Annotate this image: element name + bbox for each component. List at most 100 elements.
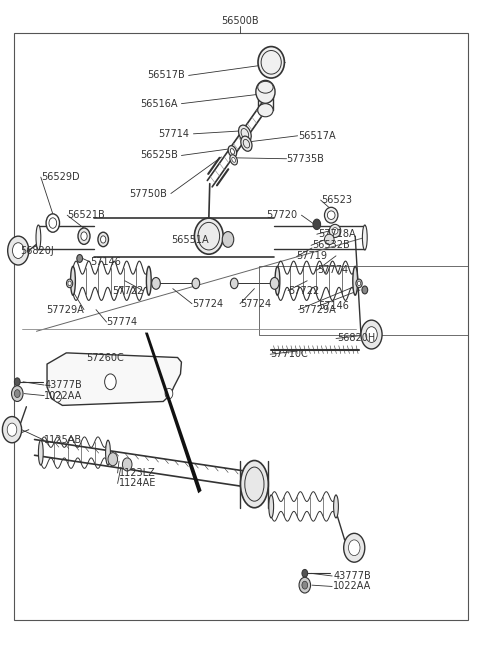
- Circle shape: [14, 390, 20, 398]
- Bar: [259, 266, 468, 335]
- Circle shape: [7, 423, 17, 436]
- Ellipse shape: [324, 207, 338, 223]
- Circle shape: [122, 458, 132, 471]
- Text: 57774: 57774: [317, 265, 348, 276]
- Ellipse shape: [245, 467, 264, 501]
- Text: 57729A: 57729A: [46, 304, 84, 315]
- Ellipse shape: [327, 211, 335, 219]
- Ellipse shape: [258, 81, 273, 93]
- Text: 56525B: 56525B: [140, 150, 178, 161]
- Ellipse shape: [81, 232, 87, 240]
- Ellipse shape: [275, 266, 280, 295]
- Circle shape: [2, 417, 22, 443]
- Ellipse shape: [49, 218, 57, 228]
- Text: 57720: 57720: [266, 210, 298, 220]
- Ellipse shape: [332, 228, 338, 234]
- Ellipse shape: [334, 495, 338, 518]
- Circle shape: [14, 378, 20, 386]
- Text: 57710C: 57710C: [270, 349, 308, 359]
- Text: 1123LZ: 1123LZ: [119, 468, 156, 478]
- Text: 56551A: 56551A: [171, 235, 209, 245]
- Ellipse shape: [269, 495, 274, 518]
- Text: 57146: 57146: [318, 301, 349, 312]
- Circle shape: [12, 386, 23, 401]
- Ellipse shape: [230, 278, 238, 289]
- Ellipse shape: [353, 266, 358, 295]
- Ellipse shape: [78, 228, 90, 244]
- Text: 56532B: 56532B: [312, 240, 350, 251]
- Text: 1124AE: 1124AE: [119, 478, 156, 489]
- Text: 56820H: 56820H: [337, 333, 375, 344]
- Text: 57735B: 57735B: [287, 154, 324, 164]
- Ellipse shape: [357, 281, 361, 286]
- Circle shape: [54, 392, 61, 402]
- Ellipse shape: [230, 149, 235, 154]
- Circle shape: [302, 581, 308, 589]
- Polygon shape: [47, 353, 181, 405]
- Text: 57260C: 57260C: [86, 353, 124, 363]
- Circle shape: [348, 540, 360, 556]
- Circle shape: [361, 320, 382, 349]
- Circle shape: [8, 236, 29, 265]
- Text: 43777B: 43777B: [44, 380, 82, 390]
- Text: 57722: 57722: [112, 285, 143, 296]
- Circle shape: [366, 327, 377, 342]
- Circle shape: [222, 232, 234, 247]
- Ellipse shape: [77, 255, 83, 262]
- Ellipse shape: [324, 234, 334, 245]
- Ellipse shape: [146, 266, 151, 295]
- Text: 56500B: 56500B: [221, 16, 259, 26]
- Ellipse shape: [261, 51, 281, 74]
- Ellipse shape: [68, 281, 71, 286]
- Text: 57146: 57146: [90, 256, 120, 267]
- Circle shape: [344, 533, 365, 562]
- Text: 56517A: 56517A: [299, 131, 336, 141]
- Ellipse shape: [46, 214, 60, 232]
- Ellipse shape: [241, 129, 249, 139]
- Circle shape: [302, 569, 308, 577]
- Ellipse shape: [101, 236, 106, 243]
- Ellipse shape: [329, 224, 341, 237]
- Polygon shape: [145, 333, 202, 493]
- Ellipse shape: [71, 266, 75, 295]
- Text: 57724: 57724: [240, 298, 271, 309]
- Ellipse shape: [66, 279, 73, 288]
- Ellipse shape: [152, 277, 160, 289]
- Circle shape: [105, 374, 116, 390]
- Text: 1125AB: 1125AB: [44, 435, 82, 445]
- Text: 56516A: 56516A: [140, 98, 178, 109]
- Ellipse shape: [230, 155, 238, 165]
- Circle shape: [12, 243, 24, 258]
- Text: 57724: 57724: [192, 298, 223, 309]
- Ellipse shape: [198, 222, 220, 250]
- Text: 56517B: 56517B: [147, 70, 185, 81]
- Ellipse shape: [239, 125, 251, 142]
- Ellipse shape: [241, 136, 252, 152]
- Ellipse shape: [228, 146, 237, 157]
- Bar: [14, 33, 468, 620]
- Ellipse shape: [270, 277, 279, 289]
- Text: 43777B: 43777B: [333, 571, 371, 581]
- Text: 57774: 57774: [107, 317, 138, 327]
- Text: 1022AA: 1022AA: [333, 581, 372, 592]
- Text: 1022AA: 1022AA: [44, 390, 83, 401]
- Ellipse shape: [243, 140, 250, 148]
- Ellipse shape: [258, 104, 273, 117]
- Ellipse shape: [356, 279, 362, 288]
- Ellipse shape: [194, 218, 223, 254]
- Ellipse shape: [258, 47, 284, 78]
- Text: 57718A: 57718A: [318, 229, 355, 239]
- Circle shape: [108, 453, 118, 466]
- Text: 56521B: 56521B: [67, 210, 105, 220]
- Text: 56529D: 56529D: [41, 172, 79, 182]
- Ellipse shape: [98, 232, 108, 247]
- Ellipse shape: [362, 225, 367, 250]
- Text: 57714: 57714: [158, 129, 190, 139]
- Ellipse shape: [240, 461, 268, 508]
- Ellipse shape: [38, 440, 43, 465]
- Text: 57722: 57722: [288, 285, 319, 296]
- Ellipse shape: [256, 80, 275, 104]
- Text: 56820J: 56820J: [20, 245, 54, 256]
- Text: 56523: 56523: [322, 195, 353, 205]
- Text: 57750B: 57750B: [129, 188, 167, 199]
